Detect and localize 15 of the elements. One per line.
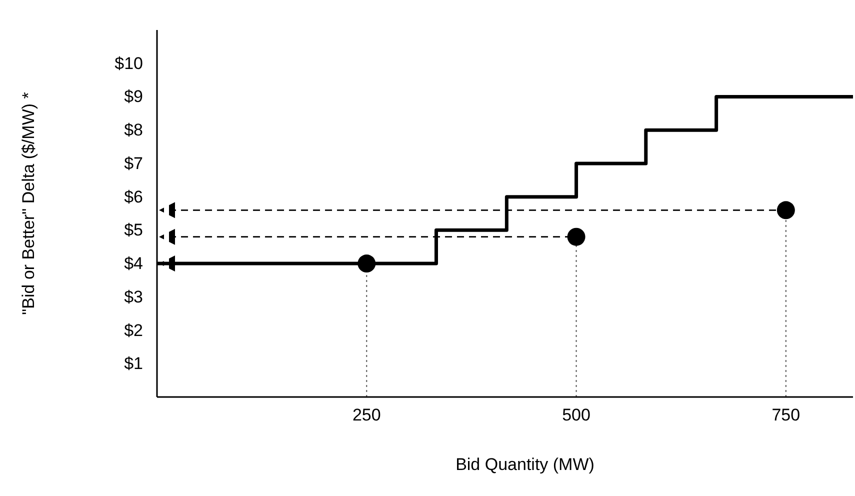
y-tick-label: $4 xyxy=(124,254,143,274)
y-tick-label: $1 xyxy=(124,354,143,374)
y-tick-label: $2 xyxy=(124,320,143,340)
y-tick-label: $3 xyxy=(124,287,143,306)
y-tick-label: $9 xyxy=(124,87,143,106)
x-tick-label: 750 xyxy=(772,406,800,424)
y-tick-label: $8 xyxy=(124,120,143,140)
y-tick-label: $6 xyxy=(124,187,143,206)
y-tick-label: $10 xyxy=(114,54,143,73)
x-tick-label: 500 xyxy=(562,406,590,424)
y-axis-title: "Bid or Better" Delta ($/MW) * xyxy=(19,92,38,315)
x-tick-label: 250 xyxy=(352,406,381,424)
x-axis-title: Bid Quantity (MW) xyxy=(456,455,594,474)
y-tick-label: $5 xyxy=(124,220,143,240)
y-tick-label: $7 xyxy=(124,154,143,173)
